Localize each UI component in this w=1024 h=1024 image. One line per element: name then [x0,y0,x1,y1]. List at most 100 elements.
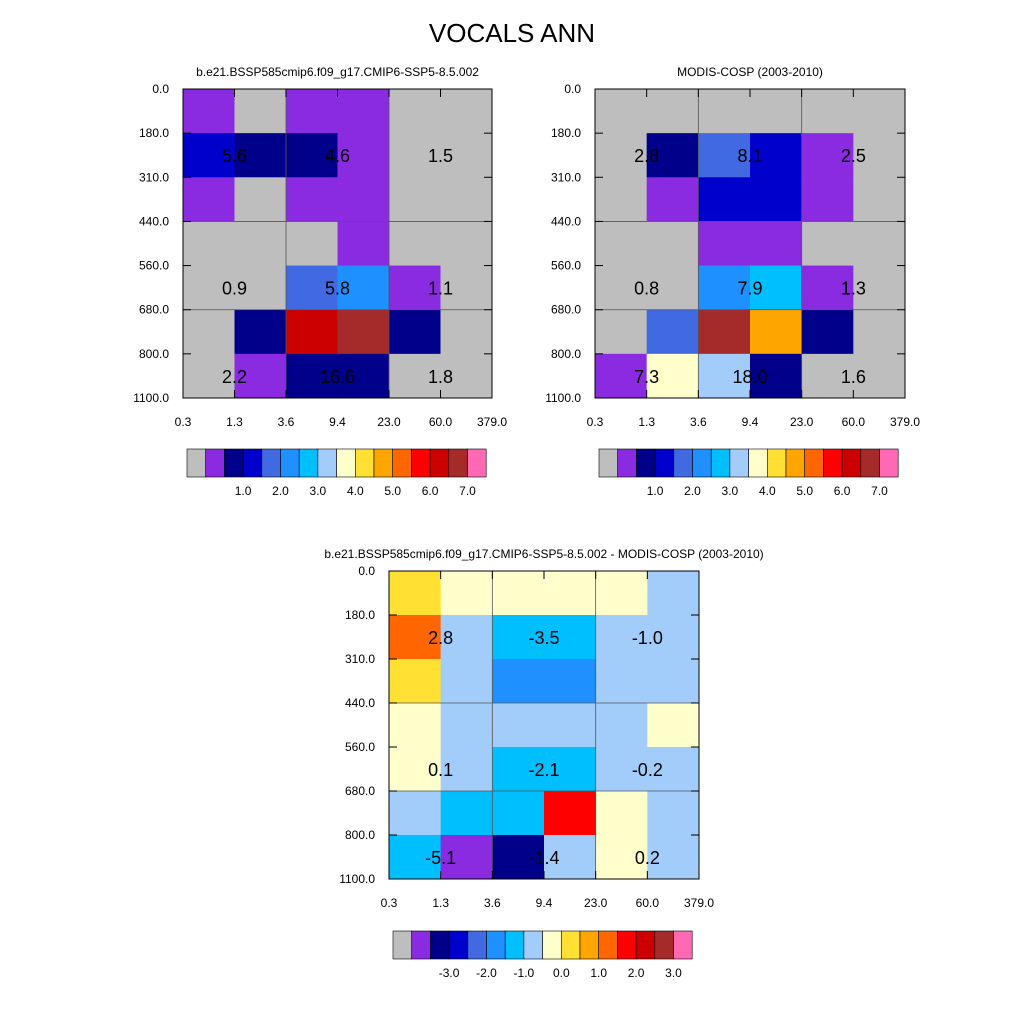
cell-value-label: 16.6 [320,367,355,387]
y-tick-label: 0.0 [564,82,581,96]
heatmap-cell [595,571,648,616]
cell-value-label: 8.1 [737,146,762,166]
heatmap-cell [389,89,441,134]
heatmap-cell [544,703,597,748]
cell-value-label: 5.8 [325,279,350,299]
cell-value-label: 2.5 [841,146,866,166]
colorbar-swatch [729,448,749,478]
heatmap-cell [647,791,700,836]
colorbar-swatch [860,448,880,478]
heatmap-cell [750,353,803,399]
heatmap-cell [750,265,803,311]
heatmap-cell [183,221,235,267]
heatmap-cell [801,221,854,267]
colorbar-swatch [392,448,412,478]
panel-title: b.e21.BSSP585cmip6.f09_g17.CMIP6-SSP5-8.… [196,65,479,79]
heatmap-cell [492,703,545,748]
cell-value-label: 2.2 [222,367,247,387]
heatmap-cell [440,353,493,399]
y-tick-label: 180.0 [139,126,169,140]
heatmap-cell [646,309,699,355]
cell-value-label: 7.3 [634,367,659,387]
heatmap-panel-3: b.e21.BSSP585cmip6.f09_g17.CMIP6-SSP5-8.… [324,547,763,980]
colorbar-swatch [354,448,375,478]
x-tick-label: 9.4 [536,896,553,910]
colorbar-swatch [261,448,281,478]
heatmap-cell [801,309,854,355]
y-tick-label: 1100.0 [339,872,375,886]
heatmap-cell [286,221,338,267]
heatmap-cell [337,89,390,134]
heatmap-cell [286,177,338,222]
y-tick-label: 560.0 [345,740,375,754]
heatmap-cell [286,265,338,311]
colorbar-label: -3.0 [439,966,460,980]
colorbar-label: 2.0 [628,966,645,980]
heatmap-cell [595,791,648,836]
heatmap-cell [492,746,545,792]
y-tick-label: 310.0 [345,652,375,666]
heatmap-cell [544,746,597,792]
x-tick-label: 23.0 [584,896,608,910]
colorbar-swatch [636,448,656,478]
colorbar-label: 1.0 [590,966,607,980]
x-tick-label: 9.4 [329,415,346,429]
colorbar-swatch [205,448,225,478]
colorbar-swatch [280,448,300,478]
colorbar-label: 1.0 [647,484,664,498]
colorbar-swatch [598,930,618,960]
heatmap-cell [389,746,442,792]
heatmap-cell [183,265,235,311]
heatmap-cell [853,309,906,355]
colorbar-label: 5.0 [384,484,401,498]
heatmap-cell [440,177,493,222]
cell-value-label: -5.1 [425,848,456,868]
heatmap-cell [595,309,648,355]
colorbar-swatch [598,448,619,478]
heatmap-cell [750,221,803,267]
heatmap-cell [853,133,906,178]
heatmap-cell [234,177,287,222]
heatmap-cell [389,177,441,222]
panel-title: b.e21.BSSP585cmip6.f09_g17.CMIP6-SSP5-8.… [324,547,763,561]
colorbar-swatch [673,930,693,960]
colorbar-swatch [411,448,431,478]
colorbar-swatch [448,930,469,960]
cell-value-label: 0.9 [222,279,247,299]
heatmap-cell [801,133,854,178]
y-tick-label: 0.0 [358,564,375,578]
x-tick-label: 0.3 [175,415,192,429]
heatmap-cell [234,353,287,399]
colorbar-label: -2.0 [476,966,497,980]
y-tick-label: 310.0 [139,170,169,184]
colorbar-label: 4.0 [759,484,776,498]
heatmap-cell [389,791,442,836]
colorbar-label: 6.0 [422,484,439,498]
heatmap-cell [389,703,442,748]
heatmap-cell [853,265,906,311]
cell-value-label: 5.6 [222,146,247,166]
y-tick-label: 1100.0 [133,391,169,405]
y-tick-label: 800.0 [551,347,581,361]
heatmap-cell [389,221,441,267]
x-tick-label: 1.3 [638,415,655,429]
x-tick-label: 60.0 [429,415,453,429]
y-tick-label: 800.0 [345,828,375,842]
heatmap-cell [801,265,854,311]
x-tick-label: 379.0 [477,415,507,429]
heatmap-cell [492,571,545,616]
heatmap-cell [440,221,493,267]
colorbar-swatch [317,448,337,478]
colorbar-swatch [635,930,656,960]
x-tick-label: 0.3 [587,415,604,429]
colorbar-legend: 1.0 2.0 3.0 4.0 5.0 6.0 7.0 [186,448,487,498]
heatmap-cell [595,89,648,134]
colorbar-label: 6.0 [834,484,851,498]
heatmap-cell [389,309,441,355]
colorbar-label: 4.0 [347,484,364,498]
heatmap-cell [234,309,287,355]
heatmap-cell [595,353,648,399]
x-tick-label: 60.0 [636,896,660,910]
heatmap-cell [440,571,493,616]
